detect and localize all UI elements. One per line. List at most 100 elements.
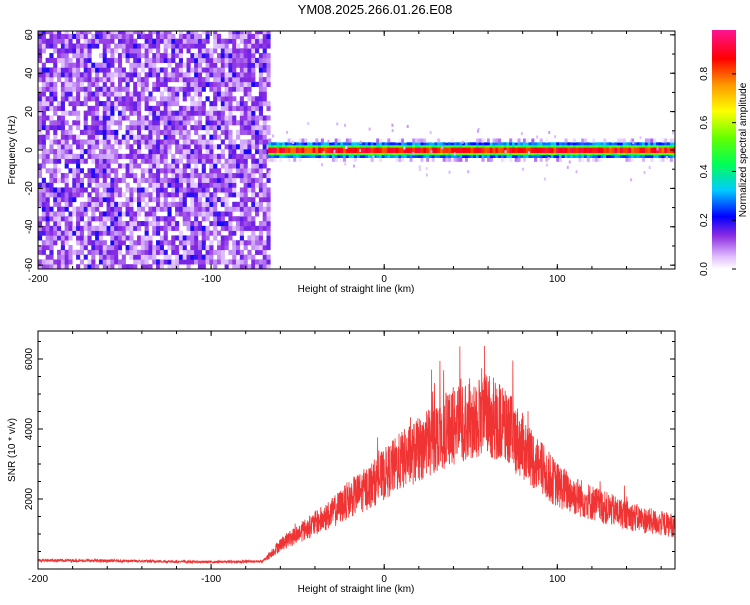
heatmap-cell bbox=[72, 197, 77, 203]
heatmap-cell bbox=[167, 125, 172, 131]
heatmap-cell bbox=[514, 147, 518, 153]
heatmap-cell bbox=[251, 67, 256, 73]
heatmap-cell bbox=[49, 168, 54, 174]
heatmap-cell bbox=[114, 31, 119, 35]
heatmap-cell bbox=[665, 156, 668, 160]
heatmap-cell bbox=[156, 177, 161, 183]
heatmap-cell bbox=[76, 62, 81, 68]
heatmap-cell bbox=[171, 173, 176, 179]
heatmap-cell bbox=[201, 53, 206, 59]
heatmap-cell bbox=[197, 245, 203, 251]
heatmap-cell bbox=[159, 206, 164, 212]
heatmap-cell bbox=[477, 127, 480, 131]
heatmap-cell bbox=[617, 152, 621, 156]
heatmap-cell bbox=[72, 48, 77, 54]
heatmap-cell bbox=[406, 142, 410, 146]
heatmap-cell bbox=[53, 240, 58, 246]
heatmap-cell bbox=[376, 147, 380, 153]
heatmap-cell bbox=[129, 125, 134, 131]
heatmap-cell bbox=[348, 147, 352, 153]
heatmap-cell bbox=[559, 152, 563, 156]
heatmap-cell bbox=[548, 130, 551, 134]
heatmap-cell bbox=[376, 145, 380, 148]
heatmap-cell bbox=[282, 145, 286, 148]
heatmap-cell bbox=[228, 33, 233, 39]
heatmap-cell bbox=[650, 145, 654, 148]
heatmap-cell bbox=[83, 173, 88, 179]
colorbar: 0.00.20.40.60.8 Normalized spectral ampl… bbox=[699, 30, 749, 276]
heatmap-cell bbox=[125, 163, 130, 169]
heatmap-cell bbox=[506, 147, 510, 153]
heatmap-cell bbox=[459, 142, 463, 146]
heatmap-cell bbox=[398, 147, 402, 153]
heatmap-cell bbox=[262, 249, 267, 255]
heatmap-cell bbox=[121, 230, 126, 236]
heatmap-cell bbox=[442, 142, 446, 146]
heatmap-cell bbox=[156, 110, 161, 116]
heatmap-cell bbox=[175, 254, 180, 260]
heatmap-cell bbox=[167, 259, 172, 265]
heatmap-cell bbox=[418, 168, 421, 172]
heatmap-cell bbox=[539, 157, 543, 162]
heatmap-cell bbox=[117, 53, 123, 59]
heatmap-cell bbox=[102, 216, 107, 222]
heatmap-cell bbox=[117, 77, 123, 83]
heatmap-cell bbox=[125, 115, 130, 121]
heatmap-cell bbox=[381, 147, 385, 153]
heatmap-cell bbox=[258, 31, 263, 35]
heatmap-cell bbox=[79, 240, 84, 246]
heatmap-cell bbox=[247, 177, 252, 183]
heatmap-cell bbox=[64, 81, 69, 87]
heatmap-cell bbox=[110, 33, 115, 39]
heatmap-cell bbox=[251, 158, 256, 164]
heatmap-cell bbox=[137, 211, 142, 217]
heatmap-cell bbox=[129, 144, 134, 150]
heatmap-cell bbox=[133, 120, 138, 126]
heatmap-cell bbox=[631, 145, 635, 148]
heatmap-cell bbox=[536, 145, 540, 148]
heatmap-cell bbox=[228, 153, 233, 159]
heatmap-cell bbox=[401, 147, 405, 153]
heatmap-cell bbox=[232, 216, 237, 222]
heatmap-cell bbox=[306, 157, 311, 162]
heatmap-cell bbox=[163, 206, 168, 212]
heatmap-cell bbox=[152, 62, 157, 68]
heatmap-cell bbox=[197, 192, 203, 198]
heatmap-cell bbox=[72, 81, 77, 87]
heatmap-cell bbox=[475, 138, 480, 143]
heatmap-cell bbox=[205, 115, 210, 121]
heatmap-cell bbox=[178, 201, 184, 207]
heatmap-cell bbox=[464, 157, 468, 162]
heatmap-cell bbox=[511, 145, 516, 148]
heatmap-cell bbox=[148, 153, 153, 159]
heatmap-cell bbox=[417, 152, 421, 156]
heatmap-cell bbox=[133, 249, 138, 255]
heatmap-cell bbox=[268, 147, 272, 153]
heatmap-cell bbox=[114, 139, 119, 145]
heatmap-cell bbox=[152, 96, 157, 102]
heatmap-cell bbox=[220, 81, 225, 87]
heatmap-cell bbox=[216, 187, 222, 193]
heatmap-cell bbox=[301, 147, 305, 153]
heatmap-cell bbox=[425, 167, 428, 171]
heatmap-cell bbox=[331, 157, 335, 162]
heatmap-cell bbox=[106, 48, 111, 54]
heatmap-cell bbox=[220, 125, 225, 131]
heatmap-cell bbox=[110, 187, 115, 193]
heatmap-cell bbox=[76, 33, 81, 39]
heatmap-cell bbox=[365, 154, 369, 158]
heatmap-cell bbox=[72, 211, 77, 217]
heatmap-cell bbox=[392, 154, 396, 158]
heatmap-cell bbox=[95, 91, 100, 97]
heatmap-cell bbox=[224, 240, 229, 246]
heatmap-cell bbox=[251, 168, 256, 174]
heatmap-cell bbox=[76, 254, 81, 260]
heatmap-cell bbox=[171, 182, 176, 188]
heatmap-cell bbox=[284, 145, 288, 148]
heatmap-cell bbox=[290, 138, 294, 143]
heatmap-cell bbox=[114, 96, 119, 102]
heatmap-cell bbox=[129, 158, 134, 164]
heatmap-cell bbox=[190, 168, 195, 174]
heatmap-cell bbox=[617, 147, 621, 153]
heatmap-cell bbox=[53, 86, 58, 92]
